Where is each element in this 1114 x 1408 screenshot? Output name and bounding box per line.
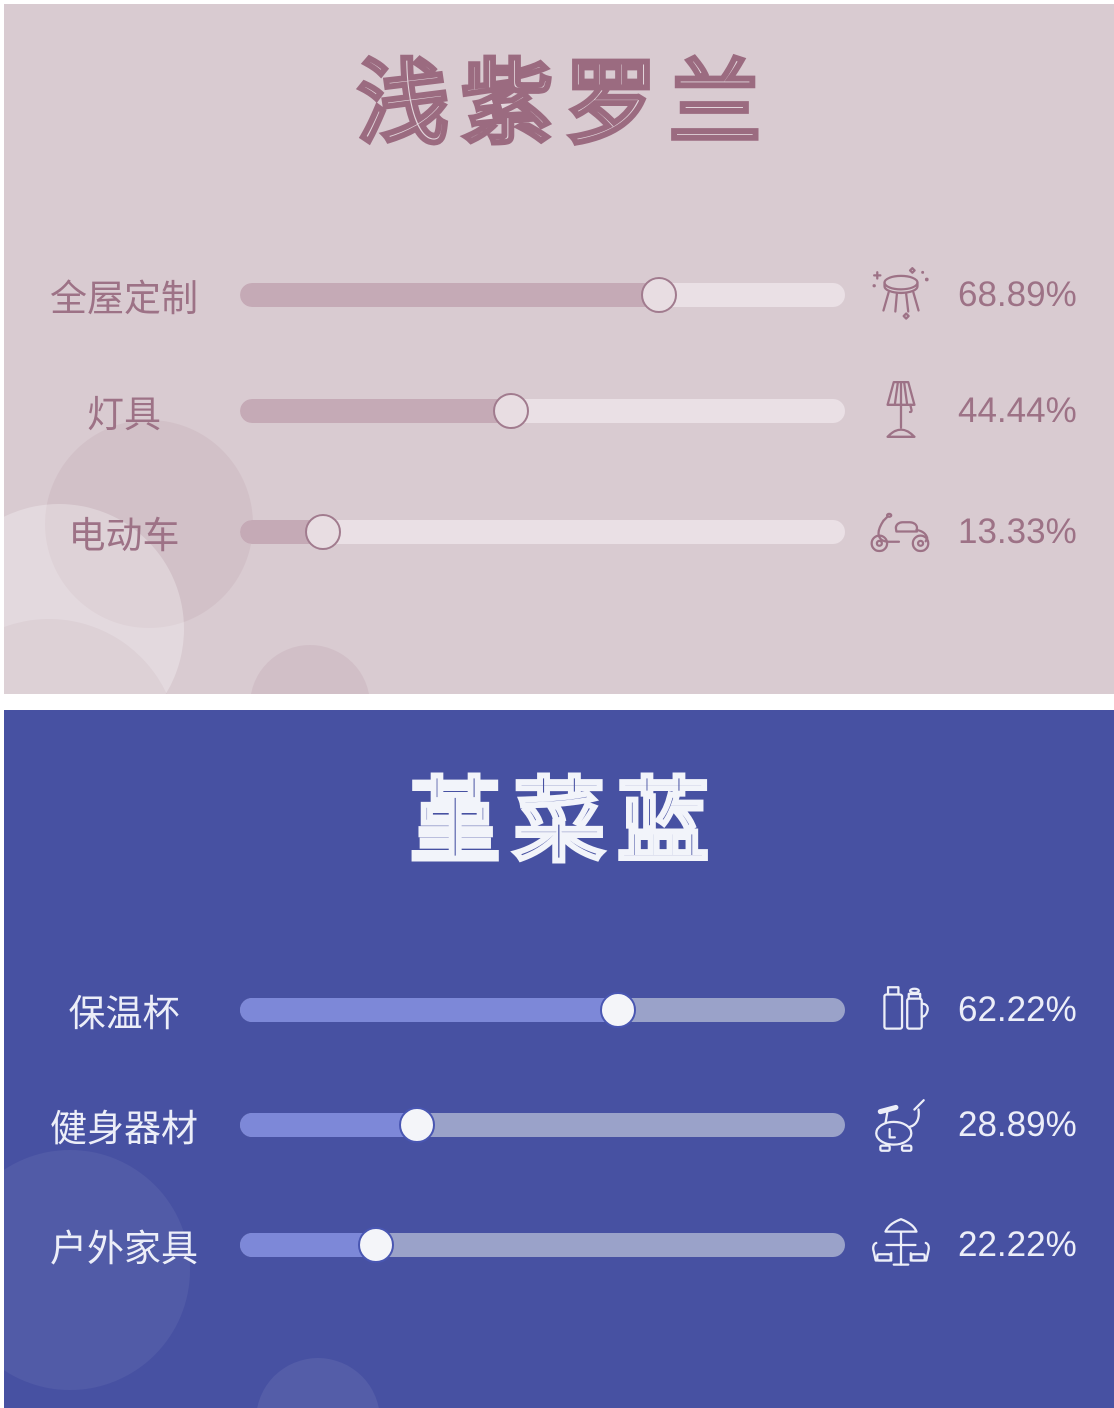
category-label: 全屋定制: [50, 278, 198, 319]
slider-track: [240, 992, 845, 1028]
slider-fill: [240, 393, 529, 429]
slider-row-whole-house-custom: 全屋定制 68.89%: [4, 263, 1114, 327]
thermos-bottles-icon: [859, 981, 943, 1039]
panel-title: 堇菜蓝: [407, 770, 721, 875]
slider-track: [240, 393, 845, 429]
stool-sparkle-icon: [859, 266, 943, 324]
slider-fitness-equipment[interactable]: [240, 1103, 845, 1147]
percentage-value: 22.22%: [958, 1225, 1077, 1264]
slider-fill: [240, 1107, 435, 1143]
slider-row-lighting: 灯具 44.44%: [4, 379, 1114, 443]
slider-whole-house-custom[interactable]: [240, 273, 845, 317]
slider-row-fitness-equipment: 健身器材 28.89%: [4, 1093, 1114, 1157]
slider-lighting[interactable]: [240, 389, 845, 433]
slider-track: [240, 1107, 845, 1143]
slider-thumb[interactable]: [492, 393, 529, 429]
slider-track: [240, 277, 845, 313]
slider-thumb[interactable]: [398, 1107, 435, 1143]
decor-circle: [4, 619, 179, 694]
slider-ebike[interactable]: [240, 510, 845, 554]
slider-track: [240, 514, 845, 550]
table-lamp-icon: [859, 379, 943, 443]
patio-set-icon: [859, 1216, 943, 1274]
slider-row-outdoor-furniture: 户外家具 22.22%: [4, 1213, 1114, 1277]
percentage-value: 13.33%: [958, 512, 1077, 551]
percentage-value: 28.89%: [958, 1105, 1077, 1144]
slider-thumb[interactable]: [304, 514, 341, 550]
decor-circle: [256, 1358, 380, 1408]
slider-fill: [240, 992, 637, 1028]
percentage-value: 68.89%: [958, 275, 1077, 314]
panel-viola-blue: 堇菜蓝 保温杯 62.22% 健身器材: [4, 710, 1114, 1408]
panel-light-violet: 浅紫罗兰 全屋定制 68.89%: [4, 4, 1114, 694]
panel-title: 浅紫罗兰: [355, 52, 773, 157]
slider-thermos-cup[interactable]: [240, 988, 845, 1032]
slider-thumb[interactable]: [600, 992, 637, 1028]
slider-fill: [240, 514, 341, 550]
slider-row-thermos-cup: 保温杯 62.22%: [4, 978, 1114, 1042]
category-label: 灯具: [87, 394, 161, 435]
category-label: 电动车: [68, 515, 180, 556]
slider-thumb[interactable]: [358, 1227, 395, 1263]
slider-outdoor-furniture[interactable]: [240, 1223, 845, 1267]
slider-thumb[interactable]: [640, 277, 677, 313]
slider-fill: [240, 277, 677, 313]
slider-track: [240, 1227, 845, 1263]
decor-circle: [250, 645, 370, 694]
category-label: 保温杯: [68, 993, 180, 1034]
percentage-value: 62.22%: [958, 990, 1077, 1029]
slider-fill: [240, 1227, 395, 1263]
category-label: 健身器材: [50, 1108, 198, 1149]
slider-row-ebike: 电动车 13.33%: [4, 500, 1114, 564]
exercise-bike-icon: [859, 1097, 943, 1153]
category-label: 户外家具: [50, 1228, 198, 1269]
percentage-value: 44.44%: [958, 391, 1077, 430]
scooter-icon: [859, 510, 943, 554]
